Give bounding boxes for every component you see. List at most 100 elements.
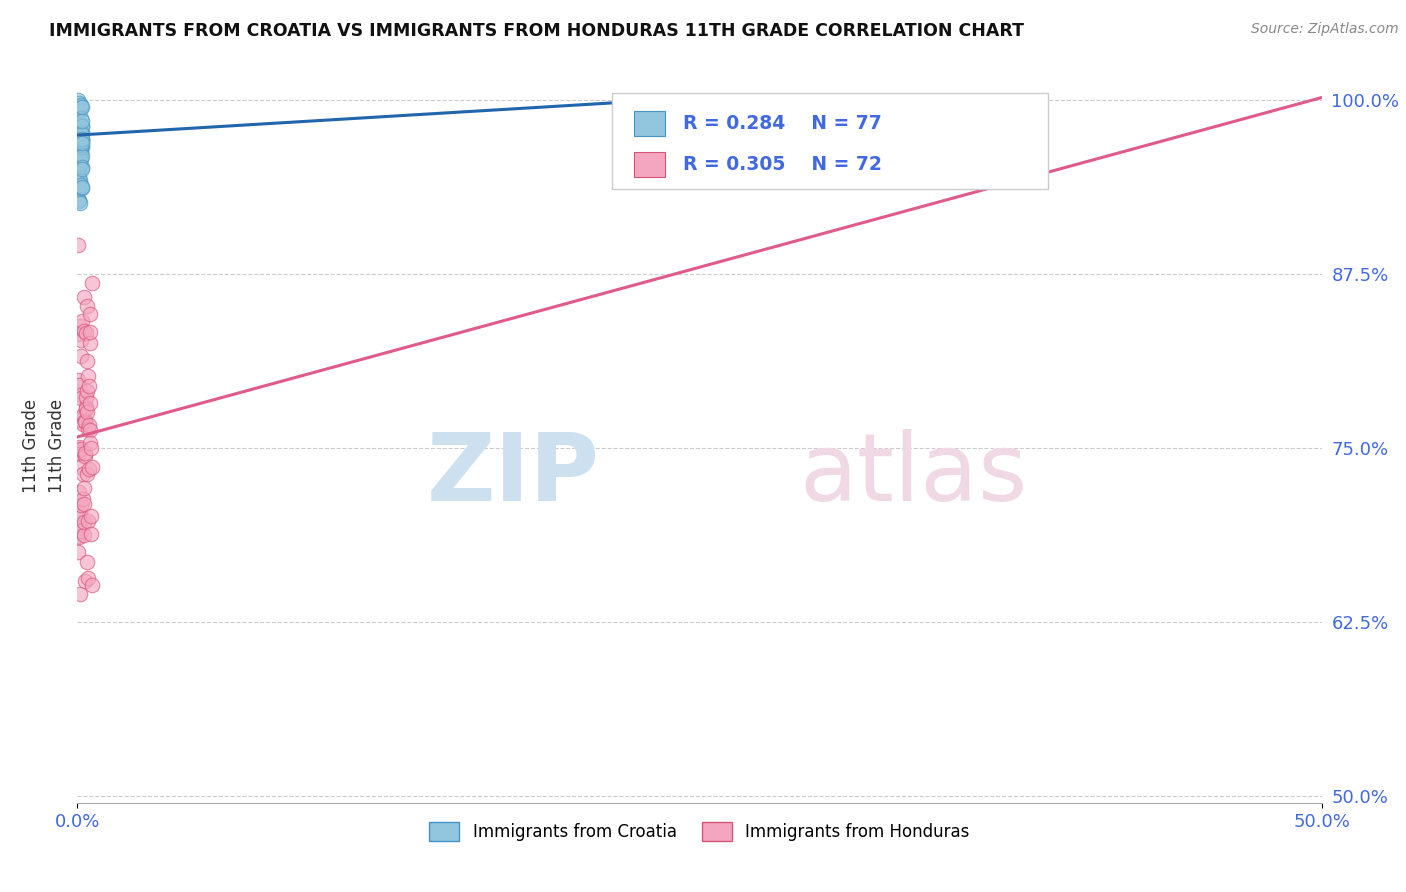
Point	[70, 149, 93, 163]
Point	[76, 405, 98, 419]
Point	[69, 140, 91, 154]
Point	[67, 121, 90, 136]
Point	[76, 555, 98, 569]
Point	[67, 158, 90, 172]
Point	[70, 138, 93, 153]
Point	[77, 368, 100, 383]
Point	[67, 170, 90, 185]
Text: IMMIGRANTS FROM CROATIA VS IMMIGRANTS FROM HONDURAS 11TH GRADE CORRELATION CHART: IMMIGRANTS FROM CROATIA VS IMMIGRANTS FR…	[49, 22, 1024, 40]
Point	[66, 128, 89, 143]
Point	[67, 136, 90, 151]
Point	[79, 417, 101, 432]
Point	[76, 299, 98, 313]
Point	[70, 162, 93, 177]
Point	[67, 181, 90, 195]
Point	[67, 373, 90, 387]
Point	[69, 388, 91, 402]
Point	[76, 384, 98, 398]
Point	[70, 127, 93, 141]
Point	[67, 114, 90, 128]
Point	[70, 119, 93, 133]
Point	[80, 277, 103, 291]
Point	[69, 318, 91, 333]
Point	[69, 156, 91, 170]
Point	[67, 103, 90, 118]
Point	[67, 194, 90, 209]
Point	[67, 484, 90, 499]
Point	[72, 417, 94, 431]
Text: ZIP: ZIP	[427, 428, 600, 521]
Point	[69, 145, 91, 160]
Point	[69, 132, 91, 146]
Point	[66, 141, 89, 155]
Y-axis label: 11th Grade: 11th Grade	[48, 399, 66, 493]
Point	[70, 132, 93, 146]
Point	[77, 571, 100, 585]
Point	[70, 410, 93, 425]
Point	[69, 196, 91, 211]
Point	[72, 180, 94, 194]
Point	[73, 496, 96, 510]
Point	[67, 164, 90, 178]
Point	[77, 379, 100, 393]
Text: R = 0.284    N = 77: R = 0.284 N = 77	[683, 114, 882, 134]
Point	[67, 530, 90, 544]
Point	[76, 467, 98, 481]
Point	[66, 442, 89, 456]
Point	[70, 119, 93, 133]
Point	[67, 413, 90, 427]
Point	[73, 449, 96, 463]
Text: R = 0.305    N = 72: R = 0.305 N = 72	[683, 154, 882, 174]
Point	[67, 159, 90, 173]
Point	[76, 354, 98, 368]
Point	[79, 325, 101, 339]
Point	[73, 481, 96, 495]
Point	[70, 100, 93, 114]
Point	[67, 127, 90, 141]
Point	[70, 147, 93, 161]
Point	[75, 390, 97, 404]
Point	[66, 128, 89, 142]
Point	[70, 134, 93, 148]
Bar	[634, 112, 665, 136]
Point	[69, 122, 91, 136]
Point	[67, 152, 90, 166]
Point	[72, 492, 94, 507]
Point	[66, 147, 89, 161]
Point	[69, 142, 91, 156]
Point	[67, 142, 90, 156]
Point	[70, 100, 93, 114]
Point	[70, 313, 93, 327]
Point	[73, 290, 96, 304]
Point	[67, 153, 90, 167]
Point	[66, 327, 89, 342]
Point	[70, 442, 93, 456]
Point	[79, 335, 101, 350]
Point	[73, 528, 96, 542]
Point	[67, 193, 90, 207]
Point	[66, 153, 89, 168]
Point	[76, 422, 98, 436]
Point	[80, 459, 103, 474]
Point	[67, 115, 90, 129]
Point	[67, 377, 90, 392]
Point	[70, 136, 93, 150]
Point	[69, 507, 91, 521]
Point	[80, 578, 103, 592]
Point	[77, 462, 100, 476]
Point	[69, 587, 91, 601]
Point	[66, 157, 89, 171]
Point	[70, 98, 93, 112]
Point	[67, 139, 90, 153]
Point	[67, 171, 90, 186]
Point	[69, 145, 91, 160]
Point	[70, 524, 93, 539]
Point	[75, 574, 97, 588]
Point	[70, 127, 93, 141]
Point	[76, 402, 98, 417]
Text: 11th Grade: 11th Grade	[22, 399, 39, 493]
Legend: Immigrants from Croatia, Immigrants from Honduras: Immigrants from Croatia, Immigrants from…	[423, 815, 976, 848]
Point	[79, 395, 101, 409]
Point	[67, 93, 90, 107]
Point	[70, 100, 93, 114]
